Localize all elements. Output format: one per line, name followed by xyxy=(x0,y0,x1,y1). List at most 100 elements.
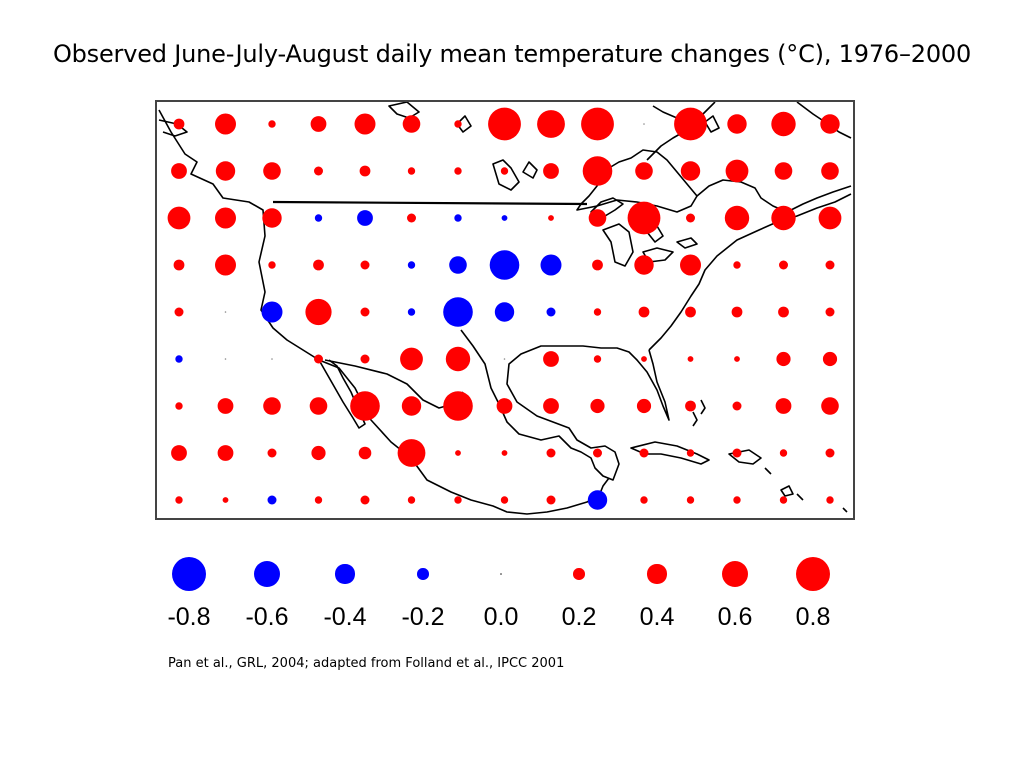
north-america-map xyxy=(158,102,852,515)
grid-dot xyxy=(686,449,695,457)
grid-dot xyxy=(262,208,282,228)
grid-dot xyxy=(401,396,422,416)
grid-dot xyxy=(588,209,607,227)
grid-dot xyxy=(263,397,281,415)
grid-dot xyxy=(217,445,234,461)
grid-dot xyxy=(634,255,654,275)
grid-dot xyxy=(215,113,236,135)
grid-dot xyxy=(263,162,281,180)
grid-dot xyxy=(818,206,842,230)
grid-dot xyxy=(537,110,565,138)
grid-dot xyxy=(175,402,183,410)
grid-dot xyxy=(454,214,462,222)
grid-dot xyxy=(641,356,647,362)
grid-dot xyxy=(724,205,750,231)
grid-dot xyxy=(224,311,227,313)
grid-dot xyxy=(173,118,185,130)
grid-dot xyxy=(727,114,747,134)
grid-dot xyxy=(779,496,788,504)
legend-item: 0.4 xyxy=(618,548,696,638)
grid-dot xyxy=(445,346,471,372)
grid-dot xyxy=(734,356,740,362)
grid-dot xyxy=(635,162,653,180)
grid-dot xyxy=(636,398,652,414)
legend-label: -0.2 xyxy=(401,603,445,631)
grid-dot xyxy=(685,306,696,318)
grid-dot xyxy=(222,497,229,503)
legend-dot xyxy=(500,573,502,575)
grid-dot xyxy=(771,205,796,231)
legend-dot xyxy=(171,556,207,592)
legend-item: -0.2 xyxy=(384,548,462,638)
grid-dot xyxy=(310,116,327,132)
grid-dot xyxy=(503,358,506,360)
legend-dot xyxy=(253,560,281,588)
grid-dot xyxy=(496,398,513,414)
grid-dot xyxy=(826,496,834,504)
grid-dot xyxy=(593,308,602,316)
legend-item: 0.0 xyxy=(462,548,540,638)
grid-dot xyxy=(774,162,793,180)
legend-label: 0.2 xyxy=(561,603,597,631)
grid-dot xyxy=(309,397,328,415)
grid-dot xyxy=(261,301,283,323)
grid-dot xyxy=(215,161,236,181)
grid-dot xyxy=(775,398,792,414)
grid-dot xyxy=(360,354,370,364)
grid-dot xyxy=(680,161,701,181)
legend-item: -0.8 xyxy=(150,548,228,638)
grid-dot xyxy=(360,260,370,270)
grid-dot xyxy=(627,201,661,235)
grid-dot xyxy=(354,113,376,135)
grid-dot xyxy=(546,307,556,317)
grid-dot xyxy=(778,306,789,318)
legend-item: -0.6 xyxy=(228,548,306,638)
legend-dot xyxy=(417,568,429,580)
legend-label: -0.6 xyxy=(245,603,289,631)
legend-dot xyxy=(721,560,749,588)
grid-dot xyxy=(357,210,373,226)
grid-dot xyxy=(500,167,509,175)
citation: Pan et al., GRL, 2004; adapted from Foll… xyxy=(168,656,565,671)
grid-dot xyxy=(731,306,743,318)
grid-dot xyxy=(686,496,695,504)
grid-dot xyxy=(173,259,185,271)
legend-label: -0.8 xyxy=(167,603,211,631)
grid-dot xyxy=(494,302,515,322)
grid-dot xyxy=(267,448,277,458)
grid-dot xyxy=(640,496,648,504)
grid-dot xyxy=(822,351,838,367)
grid-dot xyxy=(581,107,614,141)
grid-dot xyxy=(592,259,603,271)
legend-label: 0.4 xyxy=(639,603,675,631)
grid-dot xyxy=(217,398,234,414)
grid-dot xyxy=(501,215,508,221)
grid-dot xyxy=(268,120,276,128)
grid-dot xyxy=(680,254,701,276)
grid-dot xyxy=(454,120,462,128)
grid-dot xyxy=(776,351,791,367)
legend-dot xyxy=(647,564,667,584)
grid-dot xyxy=(674,107,707,141)
grid-dot xyxy=(543,163,559,179)
grid-dot xyxy=(638,306,650,318)
grid-dot xyxy=(593,448,602,458)
grid-dot xyxy=(454,167,462,175)
grid-dot xyxy=(732,448,742,458)
grid-dot xyxy=(359,165,371,177)
grid-dot xyxy=(546,495,556,505)
grid-dot xyxy=(732,401,742,411)
grid-dot xyxy=(685,400,696,412)
legend-item: 0.2 xyxy=(540,548,618,638)
grid-dot xyxy=(590,398,605,414)
grid-dot xyxy=(687,356,694,362)
legend-dot xyxy=(795,556,831,592)
grid-dot xyxy=(454,496,462,504)
grid-dot xyxy=(639,448,649,458)
grid-dot xyxy=(305,298,332,326)
grid-dot xyxy=(771,111,796,137)
grid-dot xyxy=(360,495,370,505)
grid-dot xyxy=(489,250,520,280)
legend-item: 0.6 xyxy=(696,548,774,638)
grid-dot xyxy=(407,213,416,223)
